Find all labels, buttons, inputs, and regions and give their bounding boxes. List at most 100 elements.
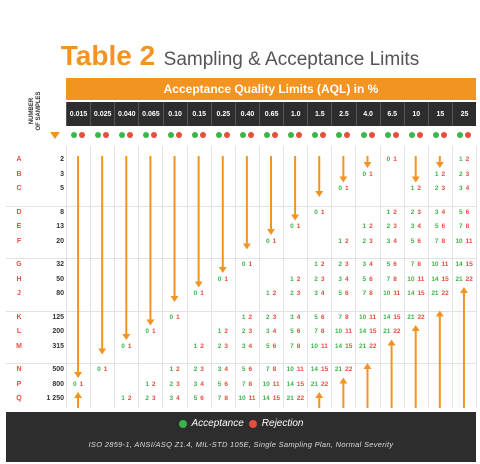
down-triangle-icon: [50, 132, 60, 139]
sample-size: 50: [56, 275, 64, 283]
accept-reject-icons: [187, 128, 211, 142]
accept-reject-icons: [331, 128, 355, 142]
check-icon: [384, 132, 391, 138]
code-letter: Q: [16, 395, 22, 402]
sample-size: 315: [52, 342, 64, 350]
code-letter: G: [16, 261, 22, 268]
code-letter: K: [16, 313, 22, 321]
check-icon: [215, 132, 222, 138]
check-icon: [457, 132, 464, 138]
accept-reject-icons: [452, 128, 476, 142]
down-arrowhead-icon: [218, 267, 227, 273]
title-main: Table 2: [60, 40, 156, 71]
code-letter: P: [16, 380, 22, 388]
aql-value: 0.065: [138, 102, 162, 126]
down-arrowhead-icon: [98, 348, 107, 355]
accept-reject-icons-row: [66, 128, 476, 142]
down-arrowhead-icon: [435, 162, 444, 168]
x-icon: [223, 132, 230, 138]
accept-reject-icons: [163, 128, 187, 142]
check-icon: [119, 132, 126, 138]
x-icon: [392, 132, 399, 138]
x-icon: [151, 132, 158, 138]
aql-value: 0.040: [114, 102, 138, 126]
x-icon: [175, 132, 182, 138]
up-arrowhead-icon: [74, 392, 83, 398]
x-icon: [248, 419, 257, 428]
aql-value: 15: [427, 102, 452, 126]
check-icon: [360, 132, 367, 138]
down-arrowhead-icon: [363, 162, 372, 168]
sample-size: 13: [56, 223, 64, 230]
title-sub: Sampling & Acceptance Limits: [163, 49, 420, 70]
down-arrowhead-icon: [339, 176, 348, 183]
aql-header: Acceptance Quality Limits (AQL) in %: [66, 78, 476, 100]
x-icon: [344, 132, 351, 138]
down-arrowhead-icon: [194, 281, 203, 288]
sample-size: 32: [56, 261, 64, 268]
code-letter: L: [16, 328, 22, 335]
aql-value: 0.15: [186, 102, 211, 126]
down-arrowhead-icon: [122, 334, 131, 340]
x-icon: [440, 132, 447, 138]
accept-reject-icons: [138, 128, 162, 142]
table-title: Table 2 Sampling & Acceptance Limits: [0, 40, 480, 72]
down-arrowhead-icon: [291, 214, 300, 221]
accept-reject-icons: [66, 128, 90, 142]
down-arrowhead-icon: [242, 243, 251, 250]
x-icon: [272, 132, 279, 138]
sample-size: 1 250: [46, 395, 64, 402]
code-letter: E: [16, 223, 22, 230]
sample-size: 500: [52, 366, 64, 373]
sample-size: 80: [56, 290, 64, 297]
check-icon: [143, 132, 150, 138]
